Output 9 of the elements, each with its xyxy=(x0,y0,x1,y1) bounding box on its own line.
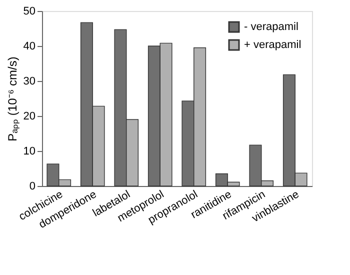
y-tick-label: 10 xyxy=(23,146,36,158)
y-tick-label: 50 xyxy=(23,6,36,18)
y-tick-label: 40 xyxy=(23,40,36,52)
y-axis-title: Pₐₚₚ (10⁻⁶ cm/s) xyxy=(5,56,20,142)
legend-label: - verapamil xyxy=(244,21,298,33)
y-tick-label: 20 xyxy=(23,110,36,122)
legend-label: + verapamil xyxy=(244,39,302,51)
y-tick-label: 30 xyxy=(23,76,36,88)
y-tick-label: 0 xyxy=(29,180,36,192)
